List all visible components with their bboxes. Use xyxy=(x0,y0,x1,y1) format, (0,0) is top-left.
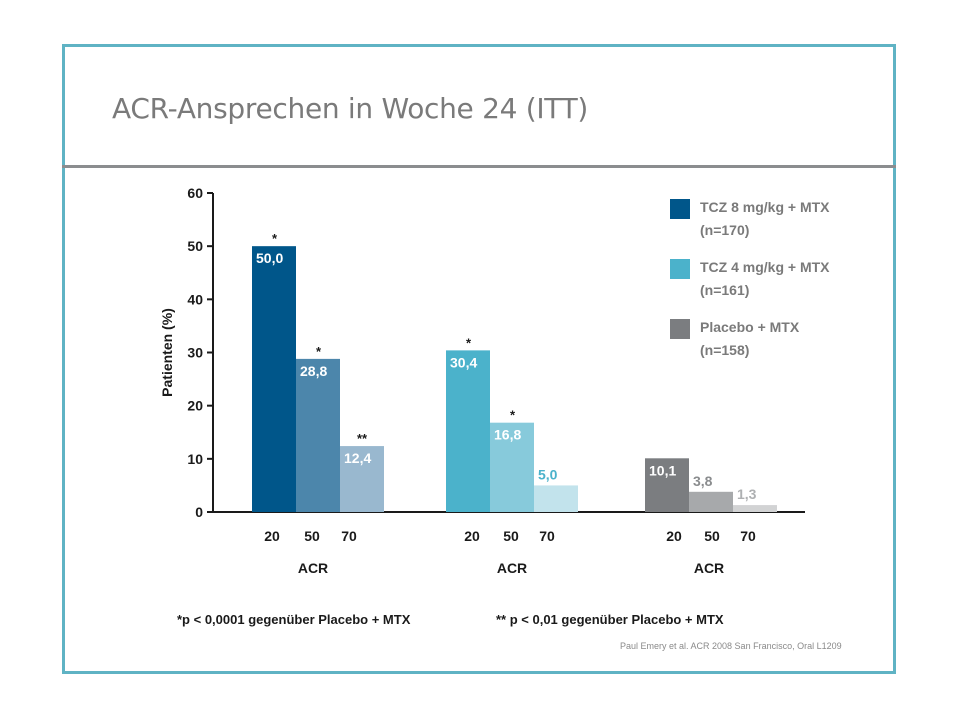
y-tick-label: 50 xyxy=(187,238,203,254)
x-tick-label: 70 xyxy=(740,528,756,544)
legend-entry-name: Placebo + MTX xyxy=(700,319,800,335)
x-tick-label: 20 xyxy=(264,528,280,544)
x-group-label: ACR xyxy=(298,560,328,576)
bar-value-label: 16,8 xyxy=(494,427,521,443)
x-tick-label: 70 xyxy=(341,528,357,544)
legend-swatch xyxy=(670,199,690,219)
slide-title: ACR-Ansprechen in Woche 24 (ITT) xyxy=(112,92,589,125)
title-divider xyxy=(62,165,896,168)
bar-value-label: 12,4 xyxy=(344,450,371,466)
bar-value-label: 10,1 xyxy=(649,462,676,478)
significance-marker: ** xyxy=(357,431,368,446)
bar xyxy=(446,350,490,512)
x-tick-label: 50 xyxy=(304,528,320,544)
bar-value-label: 28,8 xyxy=(300,363,327,379)
legend-entry-n: (n=170) xyxy=(700,222,749,238)
y-tick-label: 30 xyxy=(187,345,203,361)
bar-value-label: 5,0 xyxy=(538,466,558,482)
y-tick-label: 60 xyxy=(187,185,203,201)
y-axis-label: Patienten (%) xyxy=(159,308,175,397)
significance-marker: * xyxy=(466,335,472,350)
y-tick-label: 40 xyxy=(187,291,203,307)
bar-value-label: 30,4 xyxy=(450,354,477,370)
x-group-label: ACR xyxy=(497,560,527,576)
footnote-significance-high: *p < 0,0001 gegenüber Placebo + MTX xyxy=(177,612,411,627)
significance-marker: * xyxy=(316,344,322,359)
bar xyxy=(733,505,777,512)
bar xyxy=(534,485,578,512)
legend-entry-name: TCZ 8 mg/kg + MTX xyxy=(700,199,830,215)
bar xyxy=(252,246,296,512)
y-tick-label: 0 xyxy=(195,504,203,520)
bar-value-label: 3,8 xyxy=(693,473,713,489)
significance-marker: * xyxy=(510,408,516,423)
legend-swatch xyxy=(670,259,690,279)
y-tick-label: 10 xyxy=(187,451,203,467)
x-group-label: ACR xyxy=(694,560,724,576)
x-tick-label: 50 xyxy=(704,528,720,544)
footnote-significance-low: ** p < 0,01 gegenüber Placebo + MTX xyxy=(496,612,724,627)
bar-value-label: 1,3 xyxy=(737,486,757,502)
x-tick-label: 20 xyxy=(464,528,480,544)
significance-marker: * xyxy=(272,231,278,246)
bar xyxy=(689,491,733,512)
bar xyxy=(340,446,384,512)
bar xyxy=(296,358,340,512)
x-tick-label: 20 xyxy=(666,528,682,544)
y-tick-label: 20 xyxy=(187,398,203,414)
bar xyxy=(490,422,534,512)
x-tick-label: 50 xyxy=(503,528,519,544)
legend-entry-name: TCZ 4 mg/kg + MTX xyxy=(700,259,830,275)
bar-value-label: 50,0 xyxy=(256,250,283,266)
legend-swatch xyxy=(670,319,690,339)
source-citation: Paul Emery et al. ACR 2008 San Francisco… xyxy=(620,641,842,651)
legend-entry-n: (n=161) xyxy=(700,282,749,298)
x-tick-label: 70 xyxy=(539,528,555,544)
bar xyxy=(645,458,689,512)
legend-entry-n: (n=158) xyxy=(700,342,749,358)
